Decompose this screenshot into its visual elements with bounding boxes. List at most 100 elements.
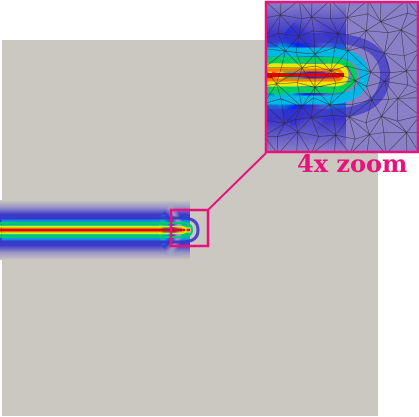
- mesh-edge: [380, 21, 402, 31]
- mesh-edge: [384, 29, 402, 54]
- mesh-edge: [277, 33, 286, 52]
- mesh-edge: [346, 65, 356, 81]
- mesh-edge: [347, 50, 371, 73]
- zoom-yellow-contour: [266, 63, 349, 87]
- mesh-edge: [298, 35, 316, 55]
- crack-field: [0, 200, 207, 260]
- mesh-edge: [346, 17, 349, 35]
- mesh-edge: [397, 97, 418, 99]
- mesh-edge: [384, 53, 391, 73]
- mesh-edge: [381, 116, 385, 133]
- mesh-edge: [366, 21, 381, 31]
- zoom-blue-contour: [266, 33, 391, 119]
- zoom-cyan-contour: [266, 47, 369, 105]
- mesh-edge: [369, 132, 384, 135]
- mesh-edge: [297, 131, 311, 152]
- mesh-edge: [397, 89, 418, 99]
- mesh-edge: [381, 98, 399, 117]
- mesh-edge: [403, 55, 407, 72]
- mesh-edge: [346, 17, 367, 31]
- mesh-edge: [384, 81, 408, 86]
- mesh-edge: [301, 97, 314, 107]
- mesh-edge: [397, 84, 409, 99]
- mesh-edge: [348, 99, 373, 118]
- mesh-edge: [397, 115, 418, 122]
- mesh-edge: [384, 72, 391, 82]
- mesh-edge: [352, 80, 356, 105]
- mesh-edge: [311, 17, 315, 31]
- zoom-region-box: [169, 208, 210, 248]
- mesh-edge: [314, 87, 330, 105]
- mesh-edge: [368, 2, 381, 22]
- mesh-edge: [338, 33, 348, 36]
- mesh-edge: [284, 119, 296, 124]
- mesh-edge: [388, 98, 398, 100]
- mesh-edge: [390, 70, 407, 74]
- mesh-edge: [311, 16, 339, 34]
- mesh-edge: [295, 35, 300, 53]
- mesh-edge: [380, 12, 408, 22]
- mesh-edge: [314, 53, 331, 72]
- mesh-edge: [284, 123, 298, 133]
- mesh-edge: [338, 33, 349, 51]
- mesh-edge: [329, 80, 356, 106]
- mesh-edge: [276, 83, 302, 107]
- mesh-edge: [313, 30, 339, 34]
- mesh-edge: [266, 50, 286, 67]
- mesh-edge: [311, 104, 330, 118]
- mesh-edge: [397, 98, 418, 115]
- mesh-edge: [330, 47, 336, 71]
- mesh-edge: [295, 52, 316, 55]
- mesh-edge: [297, 131, 319, 137]
- mesh-edge: [329, 104, 334, 116]
- mesh-edge: [330, 50, 349, 72]
- mesh-edge: [367, 13, 381, 22]
- mesh-edge: [363, 30, 367, 47]
- mesh-edge: [301, 87, 316, 107]
- mesh-edge: [330, 65, 347, 72]
- mesh-edge: [370, 53, 385, 73]
- mesh-edge: [297, 117, 312, 133]
- mesh-edge: [276, 82, 298, 85]
- mesh-edge: [366, 81, 385, 87]
- mesh-edge: [318, 134, 336, 137]
- mesh-edge: [302, 65, 316, 69]
- mesh-edge: [348, 116, 370, 135]
- mesh-edge: [299, 30, 314, 37]
- mesh-edge: [266, 120, 285, 124]
- zoom-label: 4x zoom: [297, 149, 408, 178]
- mesh-edge: [284, 106, 302, 124]
- mesh-edge: [332, 115, 337, 136]
- mesh-edge: [301, 16, 312, 20]
- mesh-edge: [330, 70, 337, 84]
- mesh-edge: [349, 116, 366, 124]
- mesh-edge: [384, 70, 407, 82]
- mesh-edge: [363, 46, 372, 73]
- mesh-edge: [347, 46, 364, 52]
- crack-yellow-contour: [0, 225, 187, 235]
- mesh-edge: [296, 131, 299, 152]
- mesh-edge: [298, 16, 312, 37]
- mesh-edge: [313, 97, 330, 106]
- mesh-edge: [285, 50, 303, 69]
- mesh-edge: [311, 117, 319, 137]
- mesh-edge: [330, 18, 339, 34]
- mesh-edge: [338, 17, 348, 34]
- mesh-edge: [383, 132, 386, 152]
- mesh-edge: [329, 104, 350, 118]
- mesh-edge: [311, 16, 331, 20]
- mesh-edge: [280, 14, 302, 20]
- mesh-edge: [384, 52, 405, 57]
- mesh-edge: [296, 82, 303, 107]
- mesh-edge: [266, 105, 285, 124]
- mesh-edge: [365, 116, 382, 124]
- mesh-edge: [279, 131, 299, 152]
- mesh-edge: [276, 67, 282, 84]
- mesh-edge: [314, 47, 336, 55]
- mesh-edge: [370, 71, 385, 82]
- mesh-edge: [355, 80, 373, 101]
- mesh-edge: [369, 116, 382, 135]
- mesh-edge: [278, 33, 300, 37]
- mesh-edge: [330, 17, 348, 20]
